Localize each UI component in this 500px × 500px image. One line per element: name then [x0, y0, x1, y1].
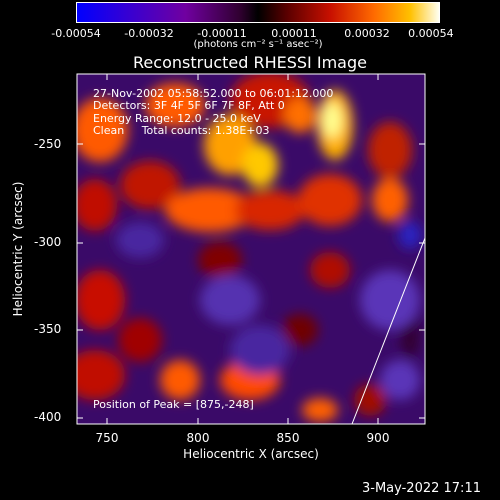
heatmap-blob — [372, 178, 408, 222]
y-axis-label: Heliocentric Y (arcsec) — [11, 181, 25, 317]
y-tick-label: -300 — [34, 235, 62, 249]
heatmap-blob — [242, 143, 278, 187]
axis-ticks — [77, 74, 425, 424]
x-tick-label: 850 — [276, 431, 300, 445]
heatmap-blob — [398, 221, 422, 249]
solar-limb-line — [351, 237, 425, 424]
heatmap-blob — [284, 97, 316, 133]
annotation-peak: Position of Peak = [875,-248] — [93, 398, 254, 411]
colorbar — [76, 2, 440, 23]
heatmap-blob — [298, 174, 362, 226]
heatmap-blobs — [77, 74, 422, 422]
y-tick-label: -350 — [34, 322, 62, 336]
heatmap-blob — [77, 350, 125, 400]
colorbar-tick-label: 0.00011 — [271, 27, 317, 40]
heatmap-blob — [235, 190, 305, 230]
heatmap-blob — [120, 161, 180, 209]
heatmap-blob — [116, 222, 164, 258]
chart-title: Reconstructed RHESSI Image — [133, 53, 367, 72]
y-tick-label: -400 — [34, 410, 62, 424]
heatmap-blob — [322, 102, 342, 138]
plot-frame — [76, 73, 426, 425]
colorbar-tick-label: -0.00054 — [51, 27, 101, 40]
annotation-time: 27-Nov-2002 05:58:52.000 to 06:01:12.000 — [93, 87, 334, 100]
colorbar-tick-label: 0.00032 — [344, 27, 390, 40]
heatmap-blob — [310, 252, 350, 288]
heatmap-blob — [160, 360, 200, 400]
heatmap-blob — [165, 188, 255, 232]
heatmap-blob — [145, 83, 205, 127]
heatmap-blob — [230, 325, 290, 375]
colorbar-tick-label: 0.00054 — [408, 27, 454, 40]
x-tick-label: 750 — [95, 431, 119, 445]
colorbar-tick-label: -0.00011 — [197, 27, 247, 40]
annotation-detectors: Detectors: 3F 4F 5F 6F 7F 8F, Att 0 — [93, 99, 285, 112]
heatmap-blob — [368, 122, 412, 178]
heatmap-blob — [282, 314, 318, 346]
x-tick-label: 900 — [366, 431, 390, 445]
footer-timestamp: 3-May-2022 17:11 — [362, 481, 481, 496]
heatmap-blob — [360, 270, 420, 330]
heatmap-blob — [77, 98, 128, 162]
annotation-counts: Clean Total counts: 1.38E+03 — [93, 124, 270, 137]
heatmap-blob — [77, 179, 117, 231]
heatmap-blob — [198, 242, 242, 278]
colorbar-unit-label: (photons cm⁻² s⁻¹ asec⁻²) — [193, 39, 323, 50]
heatmap-blob — [200, 275, 260, 325]
heatmap-blob — [302, 398, 338, 422]
annotation-energy: Energy Range: 12.0 - 25.0 keV — [93, 112, 261, 125]
y-tick-label: -250 — [34, 137, 62, 151]
colorbar-tick-label: -0.00032 — [124, 27, 174, 40]
x-axis-label: Heliocentric X (arcsec) — [183, 447, 319, 461]
heatmap-blob — [380, 360, 420, 400]
heatmap-blob — [77, 270, 125, 330]
heatmap-blob — [354, 384, 386, 416]
x-tick-label: 800 — [186, 431, 210, 445]
heatmap-blob — [118, 318, 162, 362]
